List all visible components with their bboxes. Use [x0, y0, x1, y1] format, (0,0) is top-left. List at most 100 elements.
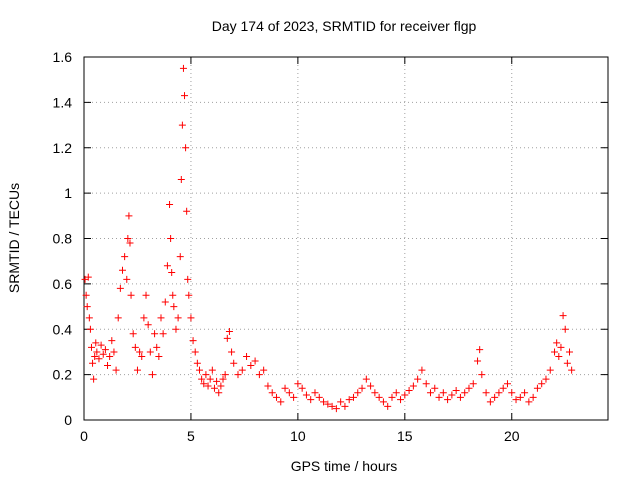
data-point [91, 352, 99, 360]
data-point [337, 398, 345, 406]
data-point [397, 396, 405, 404]
data-point [341, 402, 349, 410]
data-point [210, 384, 218, 392]
data-point [101, 346, 109, 354]
data-point [465, 384, 473, 392]
data-point [491, 393, 499, 401]
data-point [146, 348, 154, 356]
data-point [184, 275, 192, 283]
data-point [104, 362, 112, 370]
data-point [144, 321, 152, 329]
x-tick-label: 0 [80, 428, 88, 444]
data-point [349, 393, 357, 401]
plot-frame [83, 56, 609, 421]
data-point [298, 384, 306, 392]
data-point [409, 382, 417, 390]
data-point [202, 371, 210, 379]
data-point [131, 343, 139, 351]
data-point [568, 366, 576, 374]
data-point [136, 348, 144, 356]
data-point [444, 396, 452, 404]
data-point [555, 352, 563, 360]
data-point [82, 291, 90, 299]
data-point [118, 266, 126, 274]
data-point [106, 352, 114, 360]
data-point [431, 384, 439, 392]
data-point [474, 357, 482, 365]
data-point [533, 384, 541, 392]
data-point [268, 389, 276, 397]
y-tick-label: 0.2 [53, 367, 73, 383]
data-point [206, 375, 214, 383]
data-point [495, 389, 503, 397]
data-point [525, 398, 533, 406]
y-tick-label: 1 [64, 185, 72, 201]
data-point [97, 341, 105, 349]
data-point [195, 366, 203, 374]
data-point [99, 350, 107, 358]
data-point [90, 375, 98, 383]
data-point [95, 355, 103, 363]
chart-title: Day 174 of 2023, SRMTID for receiver flg… [212, 18, 477, 34]
data-point [157, 314, 165, 322]
y-axis-label: SRMTID / TECUs [6, 183, 22, 293]
data-point [181, 92, 189, 100]
data-point [422, 380, 430, 388]
data-point [182, 144, 190, 152]
data-point [563, 359, 571, 367]
data-point [418, 366, 426, 374]
data-point [302, 391, 310, 399]
data-point [371, 389, 379, 397]
y-tick-label: 0.4 [53, 321, 73, 337]
data-point [177, 176, 185, 184]
data-point [469, 380, 477, 388]
data-point [561, 325, 569, 333]
data-point [358, 384, 366, 392]
data-point [121, 253, 129, 261]
data-point [148, 371, 156, 379]
data-point [362, 375, 370, 383]
data-point [260, 366, 268, 374]
data-point [87, 343, 95, 351]
data-point [187, 314, 195, 322]
x-tick-label: 15 [397, 428, 413, 444]
data-point [521, 389, 529, 397]
data-point [112, 366, 120, 374]
data-point [290, 393, 298, 401]
data-point [176, 253, 184, 261]
data-point [566, 348, 574, 356]
data-point [294, 380, 302, 388]
data-point [414, 375, 422, 383]
data-point [476, 346, 484, 354]
data-point [230, 359, 238, 367]
data-point [140, 314, 148, 322]
data-point [461, 389, 469, 397]
data-point [448, 391, 456, 399]
x-axis-label: GPS time / hours [291, 458, 398, 474]
data-point [213, 377, 221, 385]
data-point [281, 384, 289, 392]
data-point [108, 337, 116, 345]
data-point [198, 375, 206, 383]
data-point [163, 262, 171, 270]
data-point [332, 405, 340, 413]
data-point [508, 389, 516, 397]
data-point [174, 314, 182, 322]
data-point [204, 382, 212, 390]
data-point [215, 389, 223, 397]
y-tick-label: 0.6 [53, 276, 73, 292]
data-point [138, 352, 146, 360]
data-point [384, 402, 392, 410]
data-point [110, 348, 118, 356]
data-point [166, 200, 174, 208]
data-point [228, 348, 236, 356]
data-point [516, 393, 524, 401]
data-point [183, 207, 191, 215]
data-point [559, 312, 567, 320]
data-point [170, 303, 178, 311]
data-point [247, 362, 255, 370]
data-point [123, 275, 131, 283]
data-point [255, 371, 263, 379]
data-point [85, 314, 93, 322]
